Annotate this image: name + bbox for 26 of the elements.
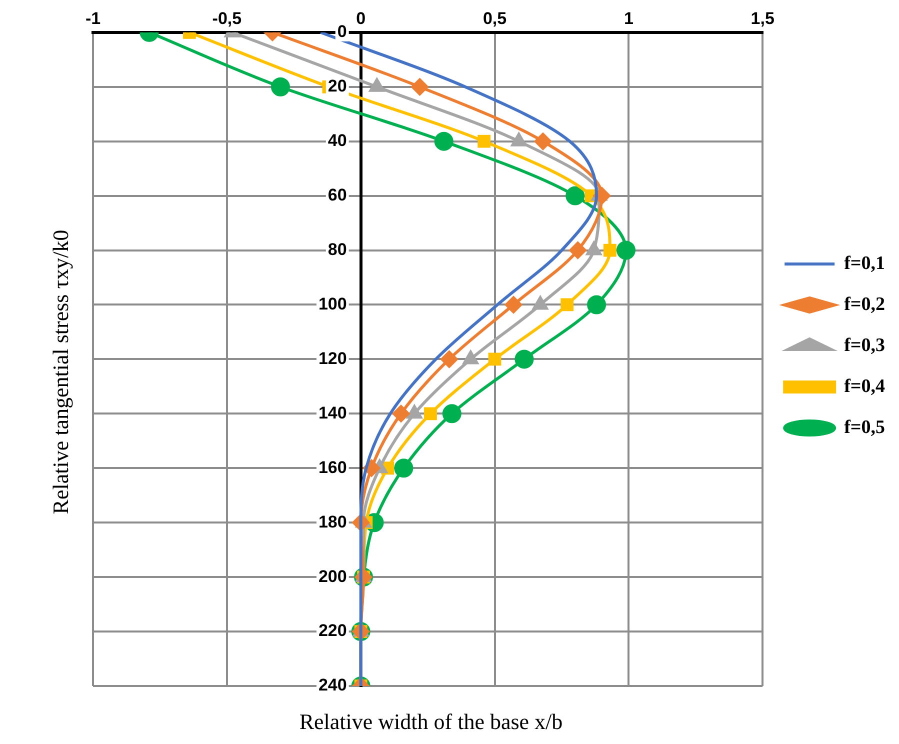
y-tick-label: 0 bbox=[337, 22, 347, 42]
y-tick-label: 180 bbox=[318, 512, 347, 532]
legend-label: f=0,4 bbox=[844, 376, 886, 397]
legend-label: f=0,2 bbox=[844, 294, 885, 315]
legend-label: f=0,5 bbox=[844, 416, 885, 438]
y-tick-label: 220 bbox=[318, 621, 347, 640]
y-axis-title: Relative tangential stress τxy/k0 bbox=[48, 230, 74, 514]
y-tick-label: 160 bbox=[318, 458, 347, 477]
x-tick-label: 1,5 bbox=[750, 8, 774, 28]
x-tick-label: 0,5 bbox=[482, 8, 507, 28]
y-tick-label: 20 bbox=[328, 76, 347, 96]
legend-label: f=0,3 bbox=[844, 334, 885, 356]
y-tick-label: 100 bbox=[318, 294, 347, 314]
y-tick-label: 200 bbox=[318, 566, 347, 586]
y-tick-label: 240 bbox=[318, 676, 347, 695]
y-tick-label: 60 bbox=[328, 185, 347, 204]
x-tick-label: -0,5 bbox=[212, 8, 242, 28]
x-tick-label: 0 bbox=[356, 8, 366, 28]
x-tick-label: 1 bbox=[624, 8, 634, 28]
x-tick-label: -1 bbox=[85, 8, 101, 28]
y-tick-label: 80 bbox=[328, 240, 347, 259]
y-tick-label: 40 bbox=[328, 131, 347, 150]
y-tick-label: 140 bbox=[318, 403, 347, 422]
legend-label: f=0,1 bbox=[844, 252, 885, 274]
x-axis-title: Relative width of the base x/b bbox=[299, 709, 563, 735]
y-tick-label: 120 bbox=[318, 348, 347, 368]
